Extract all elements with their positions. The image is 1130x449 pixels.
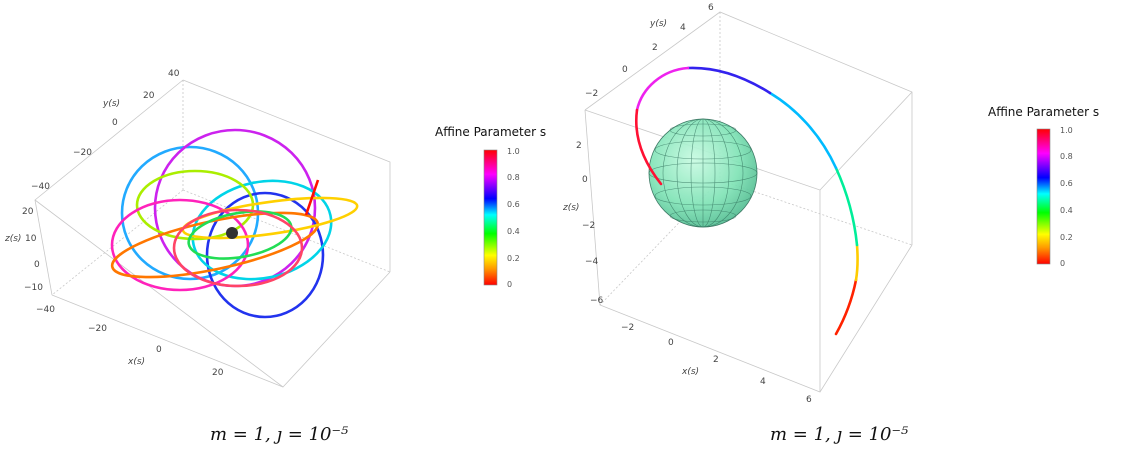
left-colorbar: Affine Parameter s 0 0.2 0.4 0.6 0.8 1.0 <box>435 125 546 289</box>
right-x-ticks: −2 0 2 4 6 x(s) <box>621 323 812 405</box>
right-y-tick: 6 <box>708 3 714 13</box>
orbit-loop <box>181 196 359 240</box>
orbit-loop <box>172 208 304 288</box>
right-x-tick: −2 <box>621 323 634 333</box>
left-colorbar-tick: 0.4 <box>507 227 520 236</box>
right-colorbar-tick: 0.4 <box>1060 206 1073 215</box>
right-z-axis-label: z(s) <box>562 203 579 213</box>
right-z-tick: −6 <box>590 296 604 306</box>
trajectory-segment <box>635 66 690 112</box>
right-x-tick: 0 <box>668 338 674 348</box>
right-colorbar-title: Affine Parameter s <box>988 105 1099 119</box>
right-x-tick: 6 <box>806 395 812 405</box>
right-z-tick: 2 <box>576 141 582 151</box>
left-colorbar-tick: 0.6 <box>507 200 520 209</box>
trajectory-segment <box>634 108 663 186</box>
left-z-tick: 10 <box>25 234 37 244</box>
left-bounding-box <box>34 79 391 388</box>
left-z-ticks: 20 10 0 −10 z(s) <box>4 207 43 293</box>
orbit-loop <box>205 191 325 319</box>
right-colorbar-tick: 0.6 <box>1060 179 1073 188</box>
right-y-tick: −2 <box>585 89 598 99</box>
right-z-tick: 0 <box>582 175 588 185</box>
left-colorbar-tick: 0.8 <box>507 173 520 182</box>
right-x-tick: 2 <box>713 355 719 365</box>
orbit-loop <box>110 198 250 292</box>
trajectory-segment <box>686 66 772 95</box>
left-caption: m = 1, ȷ = 10⁻⁵ <box>210 424 348 445</box>
right-y-ticks: 6 4 2 0 −2 y(s) <box>585 3 714 99</box>
right-z-tick: −2 <box>582 221 595 231</box>
right-trajectory <box>634 66 859 336</box>
right-sphere <box>648 118 758 228</box>
left-colorbar-title: Affine Parameter s <box>435 125 546 139</box>
orbit-loop <box>191 179 333 281</box>
left-y-tick: 0 <box>112 118 118 128</box>
left-y-axis-label: y(s) <box>102 99 120 109</box>
left-y-ticks: 40 20 0 −20 −40 y(s) <box>31 69 180 192</box>
right-y-tick: 4 <box>680 23 686 33</box>
left-z-axis-label: z(s) <box>4 234 21 244</box>
right-colorbar: Affine Parameter s 0 0.2 0.4 0.6 0.8 1.0 <box>988 105 1099 268</box>
trajectory-segment <box>854 243 859 282</box>
left-y-tick: −40 <box>31 182 50 192</box>
right-colorbar-tick: 1.0 <box>1060 126 1073 135</box>
right-z-tick: −4 <box>585 257 599 267</box>
trajectory-segment <box>834 166 859 247</box>
trajectory-segment <box>768 91 838 170</box>
left-y-tick: 40 <box>168 69 180 79</box>
right-y-tick: 2 <box>652 43 658 53</box>
left-y-tick: 20 <box>143 91 155 101</box>
left-y-tick: −20 <box>73 148 92 158</box>
left-colorbar-tick: 0 <box>507 280 512 289</box>
left-colorbar-tick: 1.0 <box>507 147 520 156</box>
left-x-tick: −20 <box>88 324 107 334</box>
left-x-ticks: −40 −20 0 20 x(s) <box>36 305 224 378</box>
right-x-tick: 4 <box>760 377 766 387</box>
right-y-tick: 0 <box>622 65 628 75</box>
right-y-axis-label: y(s) <box>649 19 667 29</box>
left-orbit-curve <box>110 128 359 319</box>
left-plot: 40 20 0 −20 −40 y(s) 20 10 0 −10 z(s) −4… <box>4 69 391 388</box>
orbit-end <box>304 179 320 216</box>
left-x-tick: 20 <box>212 368 224 378</box>
right-colorbar-tick: 0.2 <box>1060 233 1073 242</box>
left-x-tick: 0 <box>156 345 162 355</box>
left-z-tick: −10 <box>24 283 43 293</box>
left-x-tick: −40 <box>36 305 55 315</box>
right-x-axis-label: x(s) <box>681 367 699 377</box>
left-black-hole <box>226 227 238 239</box>
left-z-tick: 20 <box>22 207 34 217</box>
left-x-axis-label: x(s) <box>127 357 145 367</box>
trajectory-segment <box>834 278 858 336</box>
left-z-tick: 0 <box>34 260 40 270</box>
right-colorbar-tick: 0.8 <box>1060 152 1073 161</box>
left-colorbar-tick: 0.2 <box>507 254 520 263</box>
right-z-ticks: 2 0 −2 −4 −6 z(s) <box>562 141 604 306</box>
right-caption: m = 1, ȷ = 10⁻⁵ <box>770 424 908 445</box>
right-colorbar-tick: 0 <box>1060 259 1065 268</box>
right-plot: 6 4 2 0 −2 y(s) 2 0 −2 −4 −6 z(s) −2 0 2… <box>562 3 913 405</box>
